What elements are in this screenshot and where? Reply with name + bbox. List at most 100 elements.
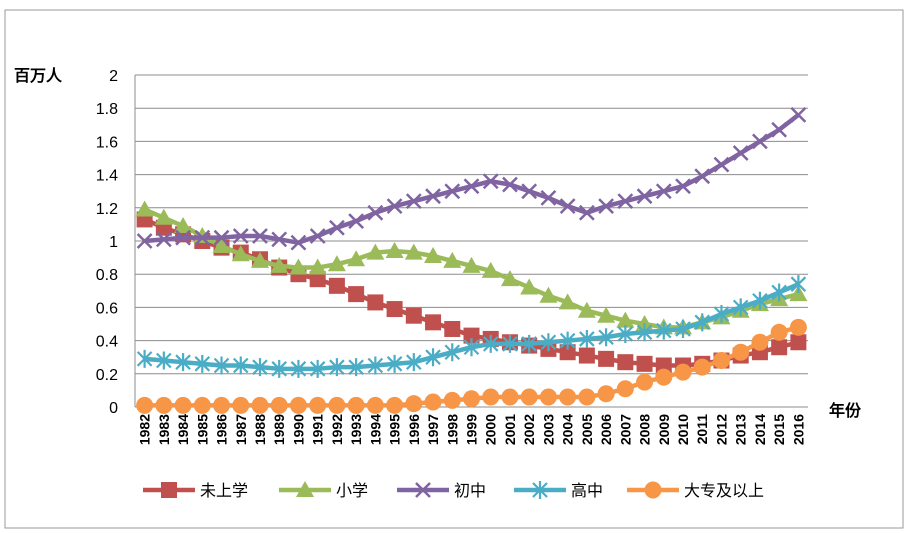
data-point — [790, 106, 807, 123]
data-point — [597, 385, 615, 403]
data-point — [598, 350, 615, 367]
data-point — [404, 243, 423, 260]
series-3 — [136, 106, 807, 251]
data-point — [193, 396, 211, 414]
data-point — [406, 353, 422, 372]
data-point — [136, 396, 154, 414]
data-point — [405, 307, 422, 324]
x-tick-label: 1994 — [367, 414, 383, 445]
legend-item-2: 小学 — [279, 481, 368, 500]
x-tick-label: 1992 — [329, 414, 345, 445]
data-point — [386, 396, 404, 414]
data-point — [712, 352, 730, 370]
data-point — [213, 396, 231, 414]
data-point — [154, 208, 173, 225]
data-point — [675, 319, 691, 338]
data-point — [328, 277, 345, 294]
data-point — [289, 258, 308, 275]
data-point — [175, 229, 191, 246]
series-5 — [136, 318, 807, 414]
x-tick-label: 1999 — [464, 414, 480, 445]
data-point — [232, 396, 250, 414]
series-4 — [136, 275, 807, 378]
data-point — [252, 358, 268, 377]
legend-label: 大专及以上 — [684, 481, 764, 500]
x-tick-label: 1997 — [425, 414, 441, 445]
data-point — [636, 323, 653, 342]
data-point — [252, 228, 268, 244]
x-tick-label: 1998 — [444, 414, 460, 445]
data-point — [790, 334, 807, 351]
data-point — [348, 358, 364, 377]
data-point — [694, 313, 711, 332]
data-point — [579, 329, 595, 348]
x-tick-label: 2012 — [713, 414, 729, 445]
x-tick-label: 1990 — [290, 414, 306, 445]
data-point — [655, 183, 672, 200]
data-point — [213, 229, 230, 246]
data-point — [636, 355, 653, 372]
x-tick-label: 2009 — [656, 414, 672, 445]
data-point — [732, 145, 749, 161]
data-point — [693, 358, 711, 376]
data-point — [463, 178, 480, 195]
legend-label: 小学 — [336, 481, 368, 500]
data-point — [329, 358, 345, 377]
x-tick-label: 2004 — [560, 414, 576, 445]
data-point — [405, 395, 423, 413]
data-point — [174, 217, 193, 234]
data-point — [598, 198, 614, 215]
data-point — [194, 229, 211, 246]
data-point — [405, 193, 422, 210]
data-point — [366, 396, 384, 414]
x-axis-ticks: 1982 1983 1984 1985 1986 1987 1988 1989 1990 1991… — [137, 414, 807, 445]
data-point — [559, 331, 576, 350]
x-tick-label: 1987 — [233, 414, 249, 445]
data-point — [752, 133, 768, 150]
legend-marker — [532, 481, 548, 499]
data-point — [520, 278, 539, 295]
data-point — [771, 339, 788, 356]
x-tick-label: 2002 — [521, 414, 537, 445]
data-point — [655, 368, 673, 386]
y-tick-label: 0.6 — [96, 300, 118, 317]
data-point — [539, 286, 558, 303]
x-tick-label: 2000 — [483, 414, 499, 445]
legend: 未上学 小学 初中 高中 大专及以上 — [143, 481, 764, 500]
y-tick-label: 0.2 — [96, 367, 118, 384]
data-point — [713, 305, 730, 324]
data-point — [174, 396, 192, 414]
legend-marker — [644, 481, 662, 499]
data-point — [675, 178, 691, 195]
data-point — [270, 396, 288, 414]
legend-marker — [296, 481, 314, 497]
x-tick-label: 2015 — [771, 414, 787, 445]
data-point — [713, 156, 730, 173]
data-point — [521, 334, 537, 353]
data-point — [636, 188, 653, 205]
x-tick-label: 1982 — [137, 414, 153, 445]
data-point — [617, 193, 634, 210]
legend-marker — [415, 482, 431, 498]
data-point — [327, 255, 346, 272]
data-point — [540, 333, 557, 352]
data-point — [636, 373, 654, 391]
x-tick-label: 2001 — [502, 414, 518, 445]
data-point — [502, 176, 518, 193]
y-tick-label: 1 — [109, 234, 118, 251]
data-point — [577, 301, 596, 318]
data-point — [616, 311, 635, 328]
data-point — [385, 241, 404, 258]
data-point — [424, 393, 442, 411]
data-point — [271, 231, 288, 248]
data-point — [656, 321, 672, 340]
data-point — [251, 396, 269, 414]
data-point — [309, 271, 326, 288]
data-point — [444, 320, 461, 337]
data-point — [502, 334, 518, 353]
data-point — [424, 246, 443, 263]
data-point — [367, 204, 384, 221]
data-point — [559, 388, 577, 406]
x-tick-label: 2006 — [598, 414, 614, 445]
